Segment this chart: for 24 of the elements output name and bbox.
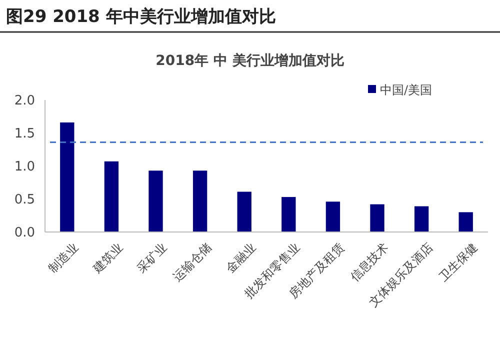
bar <box>60 122 74 232</box>
y-tick-label: 1.0 <box>14 160 35 175</box>
x-tick-label: 卫生保健 <box>436 240 480 284</box>
y-tick-label: 0.0 <box>14 226 35 241</box>
x-tick-label: 制造业 <box>46 240 82 276</box>
bar <box>282 197 296 232</box>
x-tick-label: 采矿业 <box>134 240 170 276</box>
y-tick-label: 2.0 <box>14 94 35 109</box>
legend-label: 中国/美国 <box>380 83 432 98</box>
bar <box>458 212 473 232</box>
bar <box>414 206 429 232</box>
bar <box>192 170 208 232</box>
x-tick-label: 金融业 <box>223 240 258 276</box>
bar <box>148 170 163 232</box>
bar <box>237 192 252 232</box>
y-tick-label: 1.5 <box>14 126 35 142</box>
chart-subtitle: 2018年 中 美行业增加值对比 <box>156 52 344 69</box>
chart-title: 图29 2018 年中美行业增加值对比 <box>6 7 276 27</box>
bar <box>104 161 119 232</box>
x-tick-label: 建筑业 <box>89 240 126 276</box>
y-tick-label: 0.5 <box>14 192 35 208</box>
bar <box>370 204 384 232</box>
x-tick-label: 运输仓储 <box>170 240 214 284</box>
bar <box>326 202 340 232</box>
